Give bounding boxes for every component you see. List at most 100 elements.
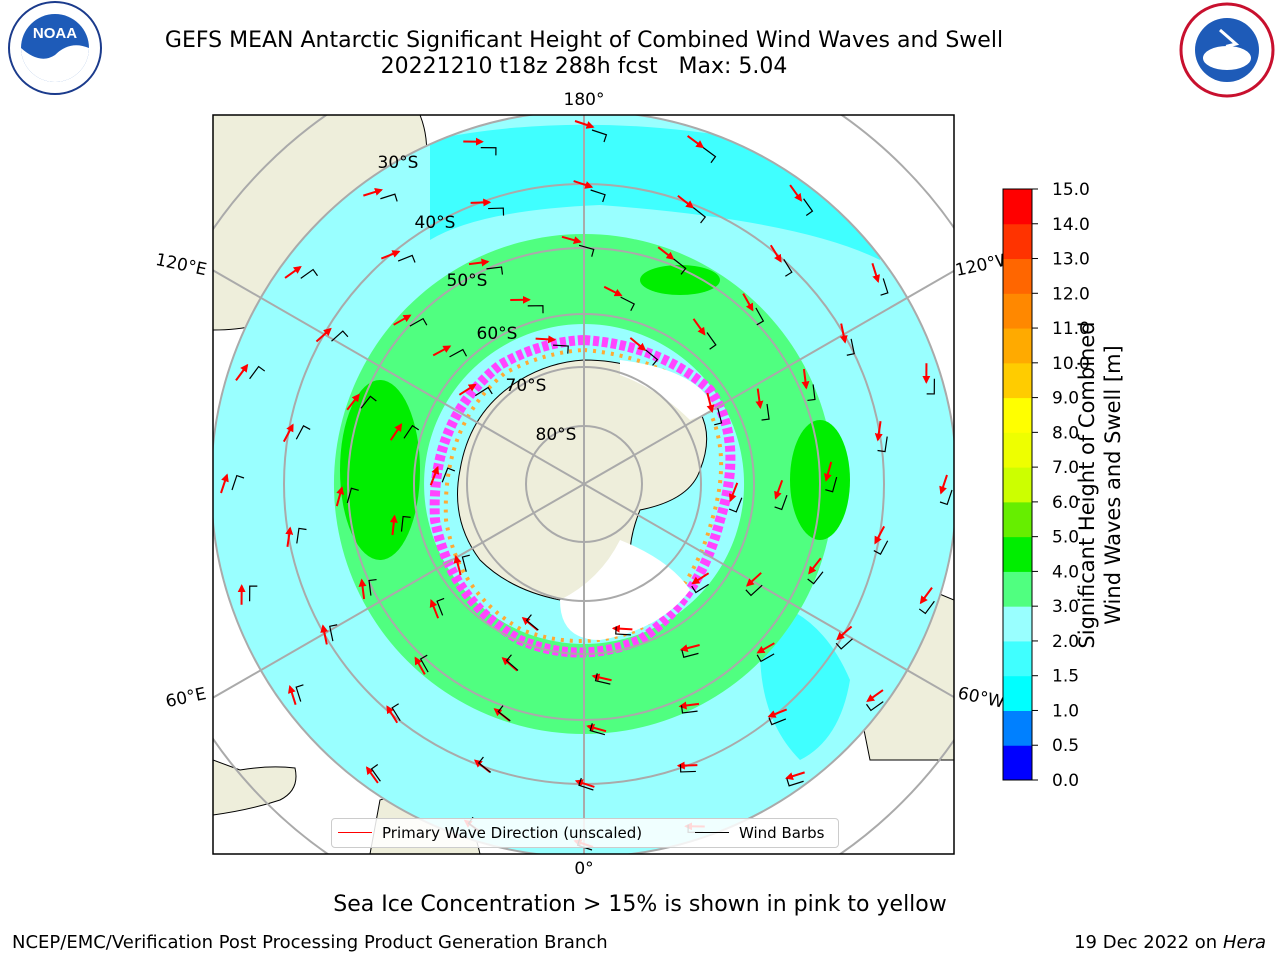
wave-arrow [315, 327, 332, 343]
wind-barb [706, 332, 717, 350]
wave-arrow [679, 644, 700, 653]
colorbar-swatch [1003, 675, 1032, 711]
colorbar-tick-label: 7.0 [1052, 458, 1079, 478]
legend-wind-label: Wind Barbs [739, 824, 825, 842]
wave-arrow [501, 657, 518, 672]
colorbar-tick-label: 0.5 [1052, 736, 1079, 756]
wind-barb [553, 344, 569, 354]
wind-barb [835, 638, 853, 650]
wind-barb [409, 317, 428, 327]
colorbar-swatch [1003, 745, 1032, 781]
legend-wind-swatch [695, 832, 729, 833]
colorbar-swatch [1003, 223, 1032, 260]
wind-barb [615, 626, 631, 636]
wind-barb [692, 207, 707, 224]
wind-barb [486, 266, 504, 275]
wave-arrow [386, 705, 399, 724]
legend-wave-label: Primary Wave Direction (unscaled) [382, 824, 643, 842]
wind-barb [679, 764, 696, 773]
colorbar-tick-label: 13.0 [1052, 250, 1090, 270]
lat-label-60s: 60°S [477, 324, 518, 344]
wind-barb [786, 778, 804, 787]
wave-arrow [288, 685, 297, 705]
wave-arrow [687, 135, 705, 149]
wind-barb [714, 408, 723, 426]
wave-arrow [429, 599, 440, 619]
lat-label-80s: 80°S [536, 425, 577, 445]
colorbar-tick-label: 0.0 [1052, 771, 1079, 791]
wind-barb [397, 254, 416, 263]
wave-arrow [692, 318, 706, 336]
wind-barb [825, 476, 838, 493]
lon-label-60e: 60°E [164, 684, 208, 712]
colorbar-swatch [1003, 328, 1032, 364]
wave-arrow [335, 486, 345, 507]
wave-arrow [789, 184, 803, 202]
wind-barb [594, 673, 611, 685]
wave-arrow [874, 421, 883, 442]
wave-arrow [574, 779, 595, 788]
wind-barb [346, 487, 359, 504]
wave-direction-arrows [220, 120, 948, 848]
wave-arrow [389, 514, 398, 536]
lon-label-120e: 120°E [154, 250, 209, 280]
legend-wave-swatch [338, 832, 372, 833]
wind-barb [880, 278, 889, 296]
colorbar-swatch [1003, 362, 1032, 399]
wind-barb [865, 701, 884, 712]
wave-arrow [836, 625, 853, 641]
wind-barb [578, 777, 594, 791]
chart-title: GEFS MEAN Antarctic Significant Height o… [164, 28, 1004, 53]
wave-arrow [453, 555, 462, 576]
wind-barb [403, 424, 420, 439]
wind-barb [918, 600, 935, 615]
wind-barbs [231, 129, 953, 851]
colorbar-tick-label: 2.0 [1052, 632, 1079, 652]
footer-host: Hera [1222, 932, 1266, 953]
lat-label-30s: 30°S [378, 153, 419, 173]
wind-barb [755, 307, 765, 326]
colorbar-tick-label: 8.0 [1052, 423, 1079, 443]
wind-barb [702, 147, 717, 164]
wave-arrow [432, 345, 452, 357]
wave-arrow [691, 572, 710, 585]
wave-arrow [769, 244, 782, 263]
colorbar-swatch [1003, 397, 1032, 433]
wave-arrow [365, 766, 379, 784]
wind-barb [527, 305, 544, 314]
wave-arrow [785, 771, 805, 780]
colorbar-frame [1002, 188, 1033, 781]
colorbar-swatch [1003, 640, 1032, 677]
wind-barb [926, 378, 935, 395]
colorbar-tick-label: 3.0 [1052, 597, 1079, 617]
wave-arrow [745, 572, 762, 587]
wave-arrow [429, 465, 440, 486]
wind-barb [475, 386, 493, 397]
wave-arrow [603, 285, 623, 297]
colorbar-swatch [1003, 501, 1032, 538]
wind-barb [756, 653, 775, 663]
chart-subtitle: 20221210 t18z 288h fcst Max: 5.04 [380, 54, 788, 79]
wave-arrow [774, 479, 784, 500]
wind-barb [370, 763, 381, 782]
wave-arrow [657, 246, 675, 260]
sea-ice-note: Sea Ice Concentration > 15% is shown in … [333, 892, 947, 917]
wind-barb [761, 403, 770, 421]
lat-label-70s: 70°S [506, 376, 547, 396]
colorbar-tick-label: 11.0 [1052, 319, 1090, 339]
colorbar-swatch [1003, 258, 1032, 294]
wave-arrow [393, 314, 412, 326]
colorbar-label-line1: Significant Height of Combined [1075, 321, 1099, 649]
colorbar-tick-label: 14.0 [1052, 215, 1090, 235]
wave-arrow [285, 526, 294, 547]
wave-arrow [470, 198, 492, 207]
wind-barb [380, 193, 398, 202]
wind-barb [441, 467, 456, 483]
footer-date-text: 19 Dec 2022 on [1074, 932, 1218, 953]
wind-barb [461, 554, 470, 572]
colorbar-swatch [1003, 536, 1032, 572]
wave-arrow [808, 557, 822, 575]
wave-arrow [728, 482, 739, 503]
map-frame [212, 114, 955, 855]
